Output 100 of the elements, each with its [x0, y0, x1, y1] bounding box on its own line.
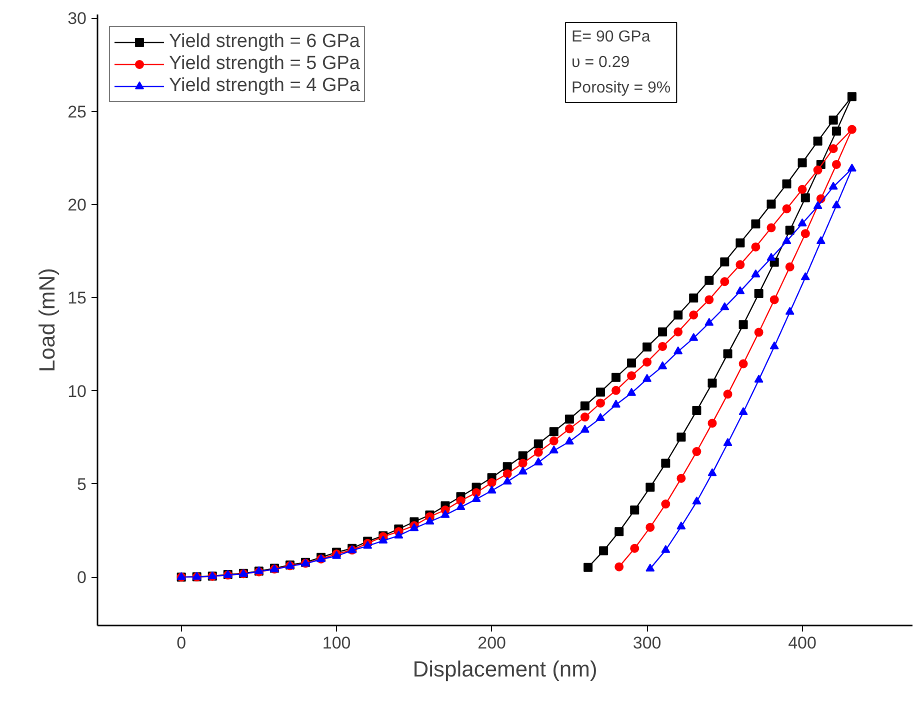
- point: [689, 310, 698, 320]
- point: [596, 398, 605, 408]
- point: [782, 204, 792, 214]
- point: [580, 412, 590, 422]
- point: [751, 269, 760, 278]
- point: [564, 436, 574, 444]
- point: [766, 252, 776, 261]
- point: [627, 371, 636, 380]
- point: [502, 469, 512, 478]
- point: [676, 521, 686, 530]
- point: [642, 358, 652, 367]
- point: [785, 262, 794, 272]
- y-axis-title: Load (mN): [34, 268, 60, 372]
- y-tick-label: 10: [68, 382, 87, 401]
- point: [564, 424, 574, 434]
- point: [704, 295, 714, 304]
- x-tick-label: 300: [632, 634, 662, 652]
- y-tick-label: 0: [77, 568, 87, 588]
- point: [518, 458, 528, 468]
- point: [627, 388, 636, 396]
- x-axis-title: Displacement (nm): [412, 656, 598, 682]
- point: [704, 318, 714, 326]
- point: [798, 218, 807, 226]
- point: [736, 260, 745, 270]
- point: [580, 424, 590, 433]
- point: [816, 236, 826, 244]
- point: [754, 328, 764, 337]
- x-tick-label: 100: [322, 634, 351, 652]
- point: [813, 201, 822, 209]
- point: [661, 544, 670, 553]
- point: [472, 494, 481, 502]
- point: [738, 359, 748, 368]
- point: [674, 346, 683, 354]
- point: [674, 327, 683, 336]
- point: [614, 562, 624, 572]
- x-tick-label: 200: [478, 634, 506, 652]
- legend-label: Yield strength = 4 GPa: [169, 75, 360, 97]
- point: [549, 436, 558, 446]
- point: [751, 242, 760, 252]
- point: [646, 564, 655, 572]
- point: [832, 200, 841, 208]
- point: [518, 466, 528, 474]
- point: [708, 418, 717, 428]
- point: [394, 530, 404, 539]
- point: [487, 486, 496, 494]
- point: [828, 144, 838, 154]
- point: [596, 413, 605, 421]
- point: [646, 522, 655, 532]
- point: [440, 510, 450, 518]
- y-tick-label: 5: [77, 474, 87, 494]
- point: [611, 386, 620, 395]
- point: [720, 277, 730, 286]
- point: [502, 476, 512, 484]
- point: [785, 306, 794, 315]
- point: [847, 124, 856, 134]
- y-tick-label: 20: [68, 196, 87, 215]
- point: [425, 516, 434, 525]
- point: [770, 295, 779, 304]
- point: [832, 160, 841, 169]
- y-tick-label: 25: [68, 102, 87, 122]
- point: [723, 438, 732, 446]
- point: [692, 447, 702, 456]
- annotation: Porosity = 9%: [572, 80, 671, 96]
- point: [689, 332, 698, 341]
- point: [800, 229, 810, 238]
- point: [630, 544, 640, 553]
- point: [754, 374, 764, 383]
- y-tick-label: 30: [68, 9, 87, 28]
- point: [611, 400, 620, 408]
- point: [813, 166, 822, 175]
- point: [736, 286, 745, 294]
- point: [642, 374, 652, 382]
- point: [676, 474, 686, 483]
- y-tick-label: 15: [68, 288, 87, 308]
- x-tick-label: 400: [788, 634, 816, 652]
- point: [534, 448, 543, 457]
- point: [378, 536, 388, 544]
- point: [828, 182, 838, 190]
- point: [782, 236, 792, 244]
- point: [847, 164, 856, 172]
- point: [720, 302, 730, 310]
- point: [658, 361, 668, 370]
- x-tick-label: 0: [176, 634, 186, 652]
- point: [708, 468, 717, 476]
- point: [800, 272, 810, 280]
- point: [487, 478, 496, 488]
- point: [658, 342, 668, 351]
- point: [661, 500, 670, 509]
- point: [549, 445, 558, 454]
- point: [766, 223, 776, 232]
- legend-label: Yield strength = 6 GPa: [169, 31, 360, 53]
- point: [692, 496, 702, 504]
- point: [770, 341, 779, 350]
- point: [534, 457, 543, 466]
- point: [456, 502, 466, 510]
- point: [738, 407, 748, 416]
- point: [723, 390, 732, 399]
- point: [798, 184, 807, 194]
- annotation: υ = 0.29: [572, 54, 630, 71]
- annotation: E= 90 GPa: [572, 28, 650, 46]
